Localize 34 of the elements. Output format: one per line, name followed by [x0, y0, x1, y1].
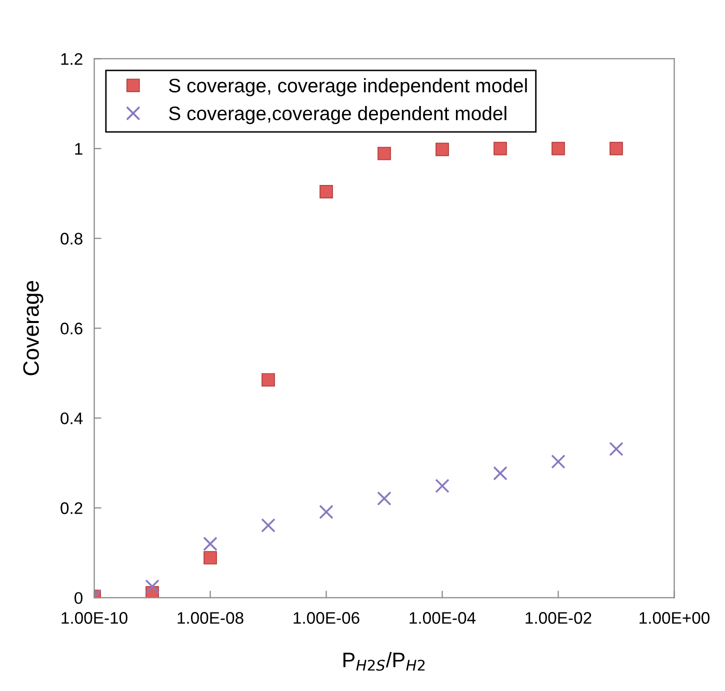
- y-tick-label: 1.2: [61, 53, 82, 65]
- point: [145, 579, 160, 594]
- y-axis-title: Coverage: [23, 281, 44, 376]
- x-tick-label: 1.00E-08: [178, 612, 244, 624]
- point: [610, 142, 623, 156]
- y-tick-label: 1: [75, 143, 82, 155]
- x-tick-label: 1.00E+00: [640, 612, 710, 624]
- x-axis-title: P$_{H2S}$/P$_{H2}$: [343, 652, 425, 671]
- point: [552, 142, 565, 156]
- point: [378, 146, 391, 160]
- x-tick-label: 1.00E-04: [410, 612, 476, 624]
- point: [203, 536, 218, 551]
- legend-label: S coverage, coverage independent model: [169, 78, 527, 96]
- x-tick-label: 1.00E-10: [62, 612, 128, 624]
- legend-label: S coverage,coverage dependent model: [169, 106, 506, 124]
- point: [377, 491, 392, 506]
- point: [494, 142, 507, 156]
- point: [609, 442, 624, 456]
- y-tick-label: 0.4: [60, 412, 83, 424]
- point: [261, 518, 276, 533]
- point: [493, 466, 508, 480]
- point: [204, 551, 217, 564]
- point: [320, 185, 333, 198]
- y-tick-label: 0.8: [60, 232, 82, 245]
- y-tick-label: 0: [74, 592, 82, 604]
- point: [262, 373, 275, 387]
- point: [436, 142, 449, 156]
- y-tick-label: 0.6: [60, 322, 82, 334]
- point: [319, 504, 334, 520]
- point: [435, 478, 450, 494]
- point: [551, 454, 566, 469]
- x-tick-label: 1.00E-02: [526, 612, 592, 624]
- y-tick-label: 0.2: [60, 502, 82, 514]
- x-tick-label: 1.00E-06: [294, 612, 360, 624]
